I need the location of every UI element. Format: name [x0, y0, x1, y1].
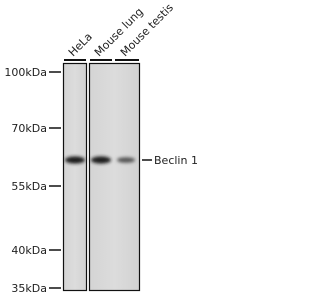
blot-panel [88, 62, 141, 292]
blot-panel [62, 62, 88, 292]
band [91, 156, 111, 164]
marker-label: 100kDa [4, 66, 47, 79]
lane-bar [64, 59, 86, 61]
marker-label: 35kDa [11, 282, 47, 295]
lane-label: HeLa [66, 30, 95, 59]
lane-bar [115, 59, 139, 61]
band [65, 156, 85, 164]
band [117, 157, 135, 163]
marker-label: 55kDa [11, 180, 47, 193]
marker-label: 40kDa [11, 244, 47, 257]
marker-label: 70kDa [11, 122, 47, 135]
lane-bar [90, 59, 112, 61]
western-blot: HeLa Mouse lung Mouse testis 100kDa 70kD… [4, 1, 198, 295]
band-label: Beclin 1 [154, 154, 198, 167]
